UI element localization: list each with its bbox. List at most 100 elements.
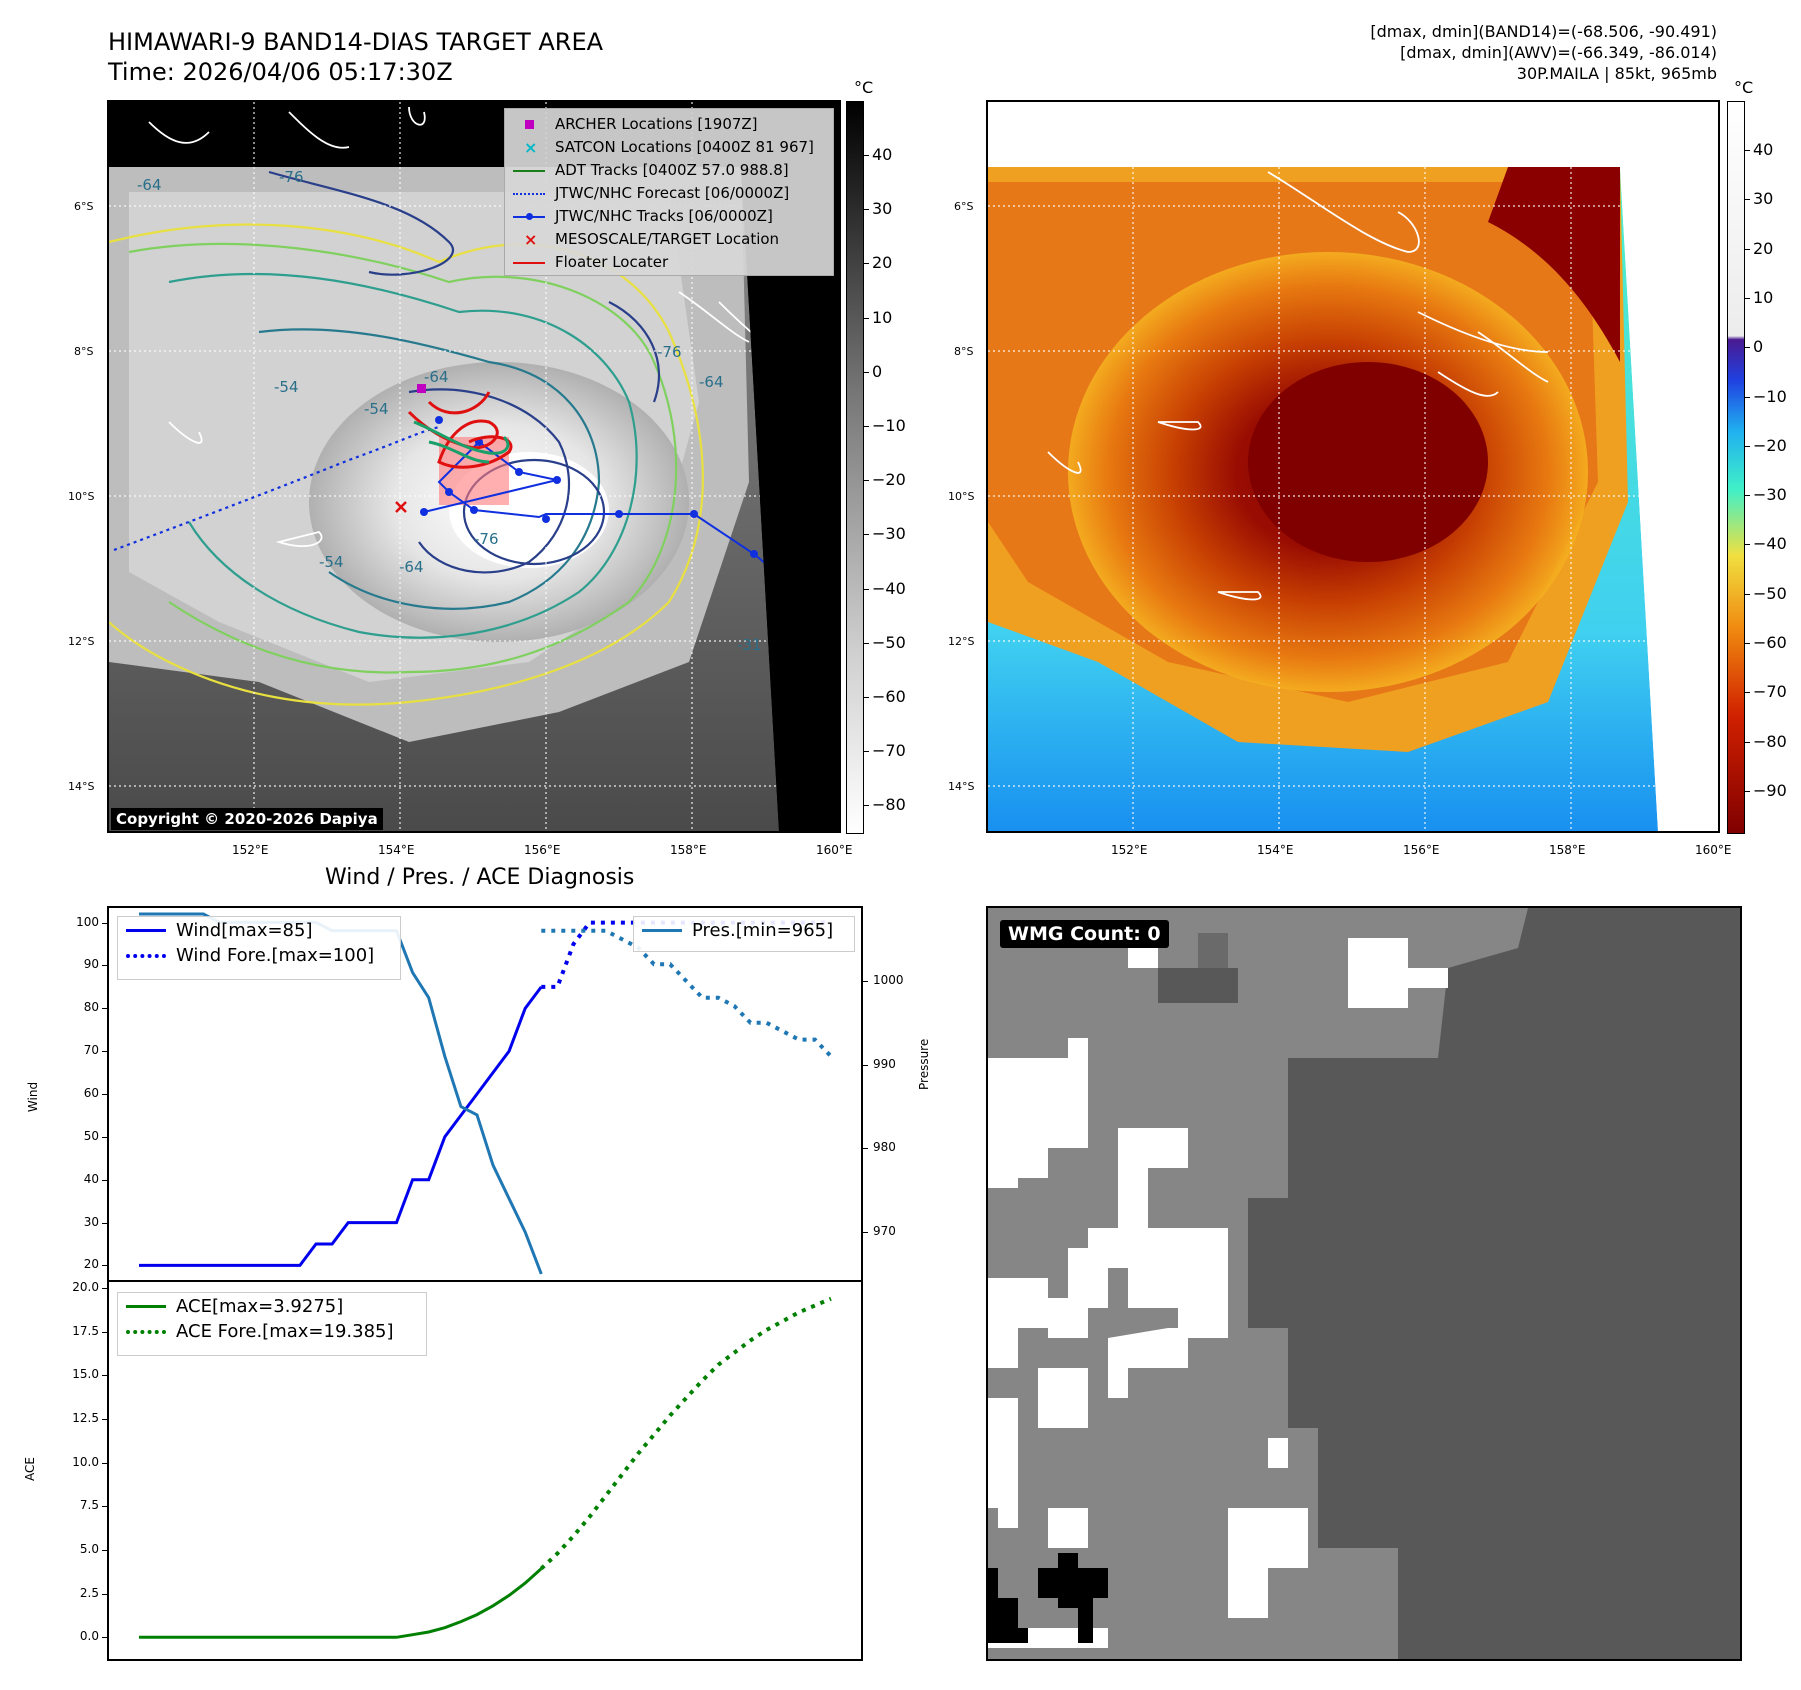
lon-label: 154°E <box>378 843 415 857</box>
contour-label: -31 <box>737 636 762 654</box>
adt-track <box>413 420 510 464</box>
band14-range: [dmax, dmin](BAND14)=(-68.506, -90.491) <box>1370 22 1717 41</box>
cyan-x-icon: × <box>524 137 538 157</box>
legend-label: Pres.[min=965] <box>692 920 834 941</box>
awv-map <box>988 102 1718 831</box>
legend-label: Wind Fore.[max=100] <box>176 945 375 966</box>
colorbar-tick-mark <box>1745 445 1750 447</box>
y-tick-mark <box>102 1136 107 1138</box>
pressure-ylabel: Pressure <box>917 1038 931 1090</box>
y-tick-mark <box>863 1148 868 1150</box>
blue-dotted-line-icon <box>513 183 545 205</box>
colorbar-tick-mark <box>864 480 869 482</box>
legend-item: Wind Fore.[max=100] <box>126 945 392 966</box>
lat-label: 8°S <box>954 345 974 358</box>
colorbar-tick-mark <box>864 317 869 319</box>
y-tick-mark <box>102 1593 107 1595</box>
lon-label: 160°E <box>1695 843 1732 857</box>
awv-colorbar <box>1727 101 1745 834</box>
storm-info: 30P.MAILA | 85kt, 965mb <box>1516 64 1717 83</box>
colorbar-tick-mark <box>1745 692 1750 694</box>
contour-label: -76 <box>474 530 499 548</box>
legend-item: ACE[max=3.9275] <box>126 1296 418 1317</box>
lon-label: 158°E <box>670 843 707 857</box>
y-tick-mark <box>102 1462 107 1464</box>
y-tick-label: 30 <box>83 1214 99 1229</box>
y-tick-label: 0.0 <box>79 1629 99 1644</box>
lat-label: 10°S <box>68 490 95 503</box>
wmg-grid <box>988 908 1740 1659</box>
archer-marker <box>417 384 426 393</box>
colorbar-tick-mark <box>1745 248 1750 250</box>
lon-label: 158°E <box>1549 843 1586 857</box>
y-tick-label: 90 <box>83 957 99 972</box>
awv-map-panel <box>986 100 1720 833</box>
legend-label: Floater Locater <box>555 253 669 271</box>
lon-label: 154°E <box>1257 843 1294 857</box>
y-tick-label: 17.5 <box>72 1323 99 1338</box>
wmg-panel: WMG Count: 0 <box>986 906 1742 1661</box>
colorbar-tick-label: 30 <box>872 199 893 219</box>
dotted-line-icon <box>126 1329 166 1334</box>
colorbar-tick-mark <box>864 751 869 753</box>
colorbar-tick-mark <box>864 209 869 211</box>
y-tick-label: 70 <box>83 1043 99 1058</box>
contour-label: -54 <box>319 553 344 571</box>
lat-label: 8°S <box>74 345 94 358</box>
colorbar-tick-label: −30 <box>1753 485 1787 505</box>
y-tick-mark <box>863 1064 868 1066</box>
lat-label: 12°S <box>948 635 975 648</box>
y-tick-mark <box>102 1331 107 1333</box>
page-title: HIMAWARI-9 BAND14-DIAS TARGET AREA <box>108 28 604 56</box>
contour-label: -64 <box>699 373 724 391</box>
colorbar-tick-label: 0 <box>1753 337 1764 357</box>
colorbar-tick-label: −50 <box>872 632 906 652</box>
jtwc-forecast-track <box>113 425 440 552</box>
contour-label: -54 <box>274 378 299 396</box>
lat-label: 12°S <box>68 635 95 648</box>
y-tick-mark <box>102 1179 107 1181</box>
legend-label: SATCON Locations [0400Z 81 967] <box>555 138 814 156</box>
colorbar-tick-mark <box>864 426 869 427</box>
colorbar-tick-label: −90 <box>1753 780 1787 800</box>
contour-label: -54 <box>364 400 389 418</box>
y-tick-label: 100 <box>76 914 99 929</box>
ir-map: -64 -76 -54 -64 -54 -64 -76 -54 -76 -64 … <box>109 102 839 831</box>
colorbar-tick-label: 20 <box>1753 238 1774 258</box>
colorbar-tick-label: −80 <box>1753 731 1787 751</box>
contour-label: -64 <box>137 176 162 194</box>
y-tick-mark <box>102 1506 107 1508</box>
colorbar-tick-label: −50 <box>1753 583 1787 603</box>
diagnosis-title: Wind / Pres. / ACE Diagnosis <box>325 865 635 890</box>
y-tick-label: 40 <box>83 1171 99 1186</box>
y-tick-label: 7.5 <box>79 1498 99 1513</box>
ace-forecast-line <box>539 1296 832 1571</box>
mesoscale-target-marker <box>395 501 407 513</box>
colorbar-tick-mark <box>1745 396 1750 398</box>
ir-colorbar <box>846 101 864 834</box>
lon-label: 152°E <box>232 843 269 857</box>
legend-item: Floater Locater <box>513 251 825 274</box>
lat-label: 14°S <box>948 780 975 793</box>
legend-label: ARCHER Locations [1907Z] <box>555 115 758 133</box>
colorbar-tick-label: 40 <box>872 145 893 164</box>
colorbar-tick-label: 10 <box>872 307 893 327</box>
y-tick-mark <box>102 1549 107 1551</box>
awv-range: [dmax, dmin](AWV)=(-66.349, -86.014) <box>1400 43 1717 62</box>
ir-legend: ARCHER Locations [1907Z] × SATCON Locati… <box>504 108 834 276</box>
legend-item: ARCHER Locations [1907Z] <box>513 113 825 136</box>
red-line-icon <box>513 252 545 274</box>
blue-line-dot-icon <box>513 206 545 228</box>
legend-label: Wind[max=85] <box>176 920 313 941</box>
y-tick-label: 2.5 <box>79 1585 99 1600</box>
colorbar-tick-mark <box>1745 741 1750 743</box>
wind-ylabel: Wind <box>26 1081 41 1113</box>
legend-item: Wind[max=85] <box>126 920 392 941</box>
lat-label: 6°S <box>74 200 94 213</box>
y-tick-label: 990 <box>873 1056 896 1071</box>
y-tick-mark <box>102 1375 107 1377</box>
colorbar-tick-mark <box>864 263 869 265</box>
colorbar-tick-mark <box>1745 150 1750 151</box>
colorbar-tick-mark <box>1745 790 1750 792</box>
colorbar-tick-label: −10 <box>872 416 906 435</box>
